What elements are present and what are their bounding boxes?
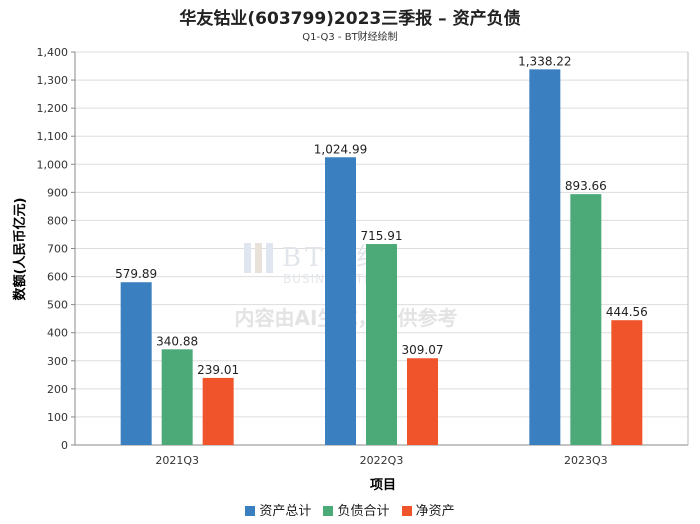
y-tick-label: 800 [47,214,68,227]
legend-item-liabilities: 负债合计 [323,500,390,519]
y-ticks: 0 100 200 300 400 500 600 700 800 900 1,000 1,100 1,… [37,46,75,452]
data-label: 1,024.99 [314,142,367,156]
y-tick-label: 600 [47,271,68,284]
bar [407,358,438,445]
watermark-logo-mark [255,243,262,273]
legend-label-liabilities: 负债合计 [337,504,390,519]
legend-swatch-assets [245,506,256,516]
y-tick-label: 1,000 [37,158,69,171]
bar [570,194,602,445]
x-tick-label: 2023Q3 [564,454,608,467]
x-ticks: 2021Q3 2022Q3 2023Q3 [155,454,607,467]
bar [366,244,397,445]
bar [325,157,356,445]
y-tick-label: 1,300 [37,74,69,87]
y-tick-label: 1,100 [37,130,69,143]
legend: 资产总计 负债合计 净资产 [0,500,700,519]
legend-item-assets: 资产总计 [245,500,311,519]
data-label: 579.89 [115,267,157,281]
legend-item-net-assets: 净资产 [401,500,455,519]
x-tick-label: 2021Q3 [155,454,199,467]
watermark-logo-mark [266,243,273,273]
data-label: 444.56 [606,305,648,319]
bar [161,349,193,445]
chart-title: 华友钴业(603799)2023三季报 – 资产负债 [179,9,521,29]
data-labels: 579.89 340.88 239.01 1,024.99 715.91 309.07 1,… [115,54,648,377]
y-tick-label: 300 [47,355,68,368]
data-label: 340.88 [156,334,198,348]
bar [202,377,234,445]
data-label: 715.91 [361,229,403,243]
legend-swatch-liabilities [323,506,334,516]
y-tick-label: 900 [47,186,68,199]
bar [529,69,561,445]
y-tick-label: 1,200 [37,102,69,115]
y-tick-label: 400 [47,327,68,340]
y-tick-label: 0 [61,439,68,452]
legend-swatch-net-assets [401,506,412,516]
y-tick-label: 700 [47,243,68,256]
data-label: 1,338.22 [518,54,571,68]
y-axis-label: 数额(人民币亿元) [12,198,28,301]
chart-subtitle: Q1-Q3 - BT财经绘制 [302,32,398,43]
x-tick-label: 2022Q3 [360,454,404,467]
y-tick-label: 200 [47,383,68,396]
legend-label-assets: 资产总计 [259,504,312,519]
watermark-logo-mark [244,243,251,273]
data-label: 893.66 [565,179,607,193]
data-label: 309.07 [402,343,444,357]
legend-label-net-assets: 净资产 [415,504,455,519]
bar [120,282,152,445]
y-tick-label: 1,400 [37,46,69,59]
bar [611,320,643,445]
data-label: 239.01 [197,363,239,377]
y-tick-label: 100 [47,411,68,424]
bars [120,69,643,445]
y-tick-label: 500 [47,299,68,312]
x-axis-label: 项目 [370,478,396,493]
